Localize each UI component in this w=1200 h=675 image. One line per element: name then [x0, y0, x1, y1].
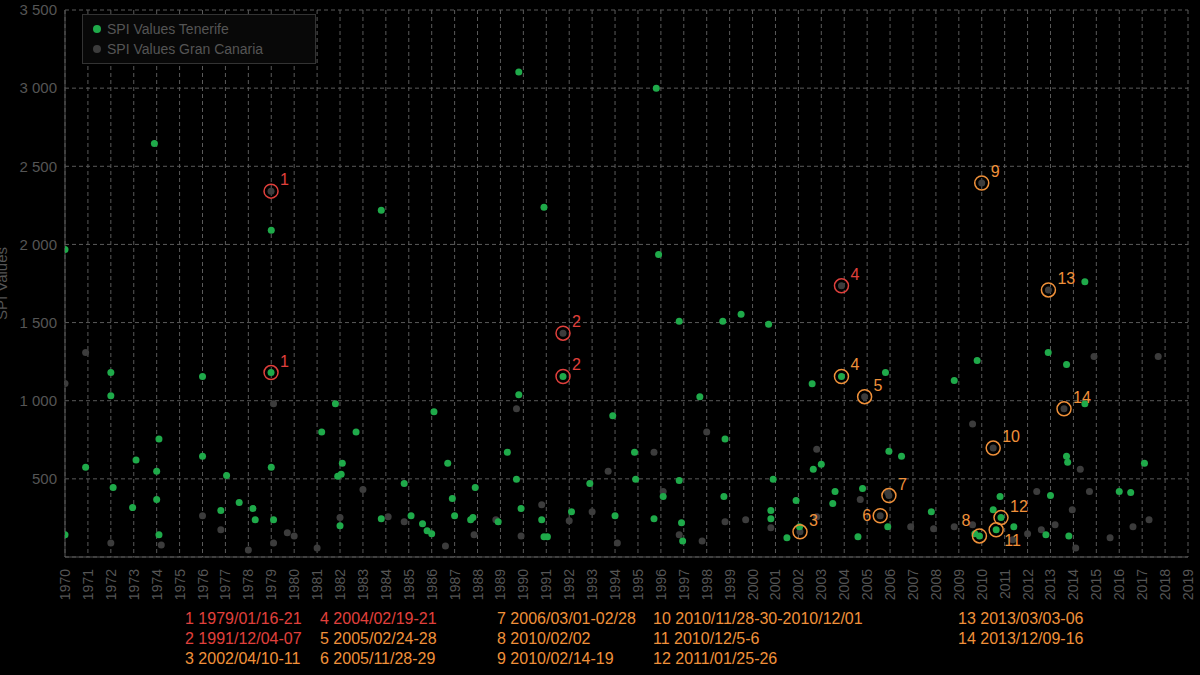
html-text:4 2004/02/19-21: 4 2004/02/19-21 — [320, 610, 437, 627]
svg-text:2005: 2005 — [859, 569, 875, 600]
svg-text:2 500: 2 500 — [19, 158, 57, 175]
svg-text:1986: 1986 — [424, 569, 440, 600]
svg-text:1990: 1990 — [515, 569, 531, 600]
html-text:7 2006/03/01-02/28: 7 2006/03/01-02/28 — [497, 610, 636, 627]
svg-text:1987: 1987 — [447, 569, 463, 600]
svg-text:11: 11 — [1004, 532, 1021, 549]
svg-text:1993: 1993 — [584, 569, 600, 600]
html-text:6 2005/11/28-29: 6 2005/11/28-29 — [320, 650, 436, 667]
html-text:8 2010/02/02: 8 2010/02/02 — [497, 630, 591, 647]
svg-text:2 000: 2 000 — [19, 236, 57, 253]
svg-text:5: 5 — [874, 377, 883, 394]
svg-text:2017: 2017 — [1134, 569, 1150, 600]
svg-text:2009: 2009 — [951, 569, 967, 600]
svg-text:1972: 1972 — [103, 569, 119, 600]
html-text:3 2002/04/10-11: 3 2002/04/10-11 — [185, 650, 301, 667]
svg-text:4: 4 — [850, 356, 859, 373]
svg-text:3: 3 — [809, 512, 818, 529]
svg-text:1971: 1971 — [80, 569, 96, 600]
svg-text:1978: 1978 — [240, 569, 256, 600]
svg-text:2003: 2003 — [813, 569, 829, 600]
svg-text:1984: 1984 — [378, 569, 394, 600]
svg-text:1975: 1975 — [172, 569, 188, 600]
svg-text:1973: 1973 — [126, 569, 142, 600]
svg-text:13: 13 — [1057, 270, 1075, 287]
svg-text:2004: 2004 — [836, 569, 852, 600]
html-text:SPI Values Gran Canaria: SPI Values Gran Canaria — [107, 41, 264, 57]
svg-text:1974: 1974 — [149, 569, 165, 600]
svg-text:6: 6 — [862, 507, 871, 524]
svg-text:1989: 1989 — [492, 569, 508, 600]
svg-text:10: 10 — [1002, 428, 1020, 445]
html-text:SPI Values Tenerife: SPI Values Tenerife — [107, 21, 229, 37]
svg-text:3 000: 3 000 — [19, 79, 57, 96]
svg-text:1980: 1980 — [286, 569, 302, 600]
svg-text:2008: 2008 — [928, 569, 944, 600]
html-text:10 2010/11/28-30-2010/12/01: 10 2010/11/28-30-2010/12/01 — [653, 610, 863, 627]
svg-text:1977: 1977 — [217, 569, 233, 600]
svg-text:1: 1 — [280, 353, 289, 370]
svg-text:1976: 1976 — [195, 569, 211, 600]
svg-text:1 000: 1 000 — [19, 392, 57, 409]
svg-text:1997: 1997 — [676, 569, 692, 600]
svg-text:14: 14 — [1073, 389, 1091, 406]
svg-text:2014: 2014 — [1065, 569, 1081, 600]
svg-text:2002: 2002 — [790, 569, 806, 600]
svg-text:1970: 1970 — [57, 569, 73, 600]
svg-text:2018: 2018 — [1157, 569, 1173, 600]
svg-text:SPI Values: SPI Values — [8, 247, 10, 320]
svg-text:1995: 1995 — [630, 569, 646, 600]
html-text:12 2011/01/25-26: 12 2011/01/25-26 — [653, 650, 778, 667]
svg-text:8: 8 — [961, 512, 970, 529]
svg-text:1982: 1982 — [332, 569, 348, 600]
svg-text:2011: 2011 — [997, 569, 1013, 599]
svg-text:2001: 2001 — [767, 569, 783, 600]
svg-text:1979: 1979 — [263, 569, 279, 600]
svg-text:12: 12 — [1010, 498, 1028, 515]
svg-text:3 500: 3 500 — [19, 1, 57, 18]
svg-text:2019: 2019 — [1180, 569, 1192, 600]
svg-text:4: 4 — [850, 266, 859, 283]
svg-text:1999: 1999 — [722, 569, 738, 600]
svg-text:1991: 1991 — [538, 569, 554, 600]
svg-text:500: 500 — [32, 470, 57, 487]
html-text:13 2013/03/03-06: 13 2013/03/03-06 — [958, 610, 1084, 627]
svg-text:1 500: 1 500 — [19, 314, 57, 331]
svg-text:2007: 2007 — [905, 569, 921, 600]
svg-text:1983: 1983 — [355, 569, 371, 600]
svg-text:9: 9 — [991, 163, 1000, 180]
svg-text:1996: 1996 — [653, 569, 669, 600]
html-text:9 2010/02/14-19: 9 2010/02/14-19 — [497, 650, 614, 667]
svg-text:2006: 2006 — [882, 569, 898, 600]
html-text:1 1979/01/16-21: 1 1979/01/16-21 — [185, 610, 302, 627]
svg-text:1994: 1994 — [607, 569, 623, 600]
svg-text:2: 2 — [572, 356, 581, 373]
svg-text:2012: 2012 — [1020, 569, 1036, 600]
svg-text:2015: 2015 — [1088, 569, 1104, 600]
html-text:2 1991/12/04-07: 2 1991/12/04-07 — [185, 630, 302, 647]
svg-text:2: 2 — [572, 313, 581, 330]
html-text:14 2013/12/09-16: 14 2013/12/09-16 — [958, 630, 1084, 647]
svg-text:1988: 1988 — [470, 569, 486, 600]
svg-text:1992: 1992 — [561, 569, 577, 600]
svg-text:1: 1 — [280, 171, 289, 188]
svg-text:1985: 1985 — [401, 569, 417, 600]
svg-text:7: 7 — [898, 476, 907, 493]
html-text:5 2005/02/24-28: 5 2005/02/24-28 — [320, 630, 437, 647]
svg-text:1981: 1981 — [309, 569, 325, 600]
svg-text:2010: 2010 — [974, 569, 990, 600]
svg-text:1998: 1998 — [699, 569, 715, 600]
html-text:11 2010/12/5-6: 11 2010/12/5-6 — [653, 630, 760, 647]
svg-text:2013: 2013 — [1042, 569, 1058, 600]
svg-text:2000: 2000 — [745, 569, 761, 600]
svg-text:2016: 2016 — [1111, 569, 1127, 600]
